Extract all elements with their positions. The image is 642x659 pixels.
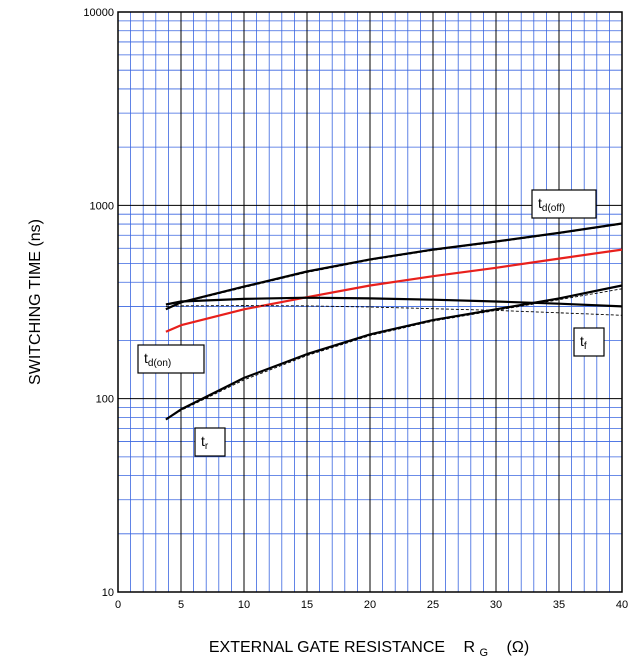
series-tr-label-box [194, 427, 226, 457]
x-tick-label: 15 [301, 599, 313, 611]
y-tick-label: 1000 [90, 200, 114, 212]
x-tick-label: 40 [616, 599, 628, 611]
x-tick-label: 30 [490, 599, 502, 611]
series-td-on-label: td(on) [144, 350, 171, 369]
x-tick-label: 5 [178, 599, 184, 611]
series-td-off-label-box [531, 189, 597, 219]
x-axis-symbol-sub: G [480, 647, 489, 659]
series-tf-label: tf [580, 333, 587, 352]
y-tick-labels: 10 100 1000 10000 [83, 7, 114, 599]
x-tick-label: 0 [115, 599, 121, 611]
x-axis-symbol: R [464, 639, 476, 656]
curves [165, 222, 623, 421]
series-td-on-line [165, 248, 623, 333]
series-labels: td(off) td(on) tf tr [137, 189, 605, 457]
x-axis-title-text: EXTERNAL GATE RESISTANCE [209, 639, 445, 656]
series-tr-line [165, 284, 623, 421]
x-tick-label: 20 [364, 599, 376, 611]
series-td-off-dashed-line [165, 223, 623, 310]
plot-border [117, 11, 623, 593]
y-tick-label: 10 [102, 587, 114, 599]
series-td-off-label: td(off) [538, 195, 565, 214]
x-tick-labels: 0 5 10 15 20 25 30 35 40 [115, 599, 628, 611]
x-axis-title: EXTERNAL GATE RESISTANCE R G (Ω) [209, 639, 529, 659]
series-tr-label: tr [201, 433, 209, 452]
y-tick-label: 10000 [83, 7, 114, 19]
series-tr-dashed-line [165, 288, 623, 420]
series-td-off-line [165, 222, 623, 311]
x-tick-label: 35 [553, 599, 565, 611]
x-tick-label: 25 [427, 599, 439, 611]
y-tick-label: 100 [96, 394, 114, 406]
series-td-on-label-box [137, 344, 205, 374]
series-tf-dashed-line [165, 305, 623, 316]
series-tf-label-box [573, 327, 605, 357]
x-tick-label: 10 [238, 599, 250, 611]
y-axis-title: SWITCHING TIME (ns) [27, 219, 44, 385]
x-axis-unit: (Ω) [507, 639, 530, 656]
